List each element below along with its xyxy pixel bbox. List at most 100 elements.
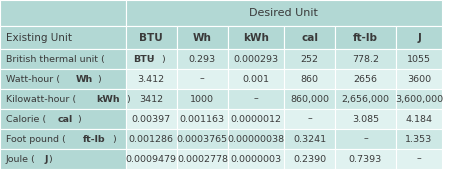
- Text: 1055: 1055: [407, 55, 431, 64]
- Bar: [335, 129, 396, 149]
- Bar: [335, 89, 396, 109]
- Bar: [396, 149, 442, 169]
- Text: 3.085: 3.085: [352, 115, 379, 124]
- Bar: [228, 89, 284, 109]
- Bar: [284, 69, 335, 89]
- Bar: [126, 109, 177, 129]
- Text: 0.000293: 0.000293: [233, 55, 279, 64]
- Text: ): ): [49, 154, 52, 163]
- Text: 4.184: 4.184: [406, 115, 432, 124]
- Bar: [177, 129, 228, 149]
- Text: 778.2: 778.2: [352, 55, 379, 64]
- Text: 0.0000003: 0.0000003: [230, 154, 282, 163]
- Text: Foot pound (: Foot pound (: [6, 135, 65, 143]
- Text: BTU: BTU: [133, 55, 155, 64]
- Text: 0.0003765: 0.0003765: [177, 135, 228, 143]
- Text: 0.2390: 0.2390: [293, 154, 326, 163]
- Text: cal: cal: [301, 33, 318, 43]
- Text: 3600: 3600: [407, 75, 431, 83]
- Text: 2,656,000: 2,656,000: [341, 94, 390, 103]
- Bar: [0, 149, 126, 169]
- Bar: [126, 89, 177, 109]
- Text: 0.293: 0.293: [189, 55, 216, 64]
- Text: kWh: kWh: [96, 94, 120, 103]
- Text: 0.00000038: 0.00000038: [228, 135, 284, 143]
- Bar: [284, 26, 335, 49]
- Bar: [228, 129, 284, 149]
- Bar: [396, 69, 442, 89]
- Text: –: –: [363, 135, 368, 143]
- Text: Kilowatt-hour (: Kilowatt-hour (: [6, 94, 76, 103]
- Bar: [396, 109, 442, 129]
- Bar: [177, 26, 228, 49]
- Bar: [284, 49, 335, 69]
- Bar: [177, 49, 228, 69]
- Text: Watt-hour (: Watt-hour (: [6, 75, 60, 83]
- Text: Desired Unit: Desired Unit: [249, 8, 319, 18]
- Bar: [126, 26, 177, 49]
- Text: –: –: [254, 94, 258, 103]
- Bar: [335, 49, 396, 69]
- Bar: [177, 109, 228, 129]
- Text: ): ): [127, 94, 130, 103]
- Text: Existing Unit: Existing Unit: [6, 33, 72, 43]
- Bar: [335, 26, 396, 49]
- Bar: [126, 129, 177, 149]
- Bar: [396, 89, 442, 109]
- Bar: [396, 129, 442, 149]
- Text: 0.3241: 0.3241: [293, 135, 326, 143]
- Text: British thermal unit (: British thermal unit (: [6, 55, 104, 64]
- Bar: [284, 149, 335, 169]
- Text: 0.0000012: 0.0000012: [230, 115, 282, 124]
- Text: Joule (: Joule (: [6, 154, 36, 163]
- Bar: [335, 109, 396, 129]
- Bar: [228, 26, 284, 49]
- Text: J: J: [44, 154, 47, 163]
- Text: Wh: Wh: [193, 33, 212, 43]
- Bar: [0, 69, 126, 89]
- Text: BTU: BTU: [139, 33, 163, 43]
- Text: ): ): [98, 75, 101, 83]
- Bar: [177, 149, 228, 169]
- Text: 0.00397: 0.00397: [132, 115, 171, 124]
- Text: 1000: 1000: [191, 94, 214, 103]
- Text: ft-lb: ft-lb: [83, 135, 105, 143]
- Text: Calorie (: Calorie (: [6, 115, 46, 124]
- Bar: [126, 149, 177, 169]
- Bar: [0, 49, 126, 69]
- Text: 860,000: 860,000: [290, 94, 329, 103]
- Text: 0.7393: 0.7393: [349, 154, 382, 163]
- Bar: [284, 89, 335, 109]
- Bar: [284, 109, 335, 129]
- Bar: [284, 129, 335, 149]
- Text: Wh: Wh: [75, 75, 92, 83]
- Bar: [396, 26, 442, 49]
- Text: 2656: 2656: [354, 75, 377, 83]
- Text: 0.001286: 0.001286: [129, 135, 173, 143]
- Bar: [126, 69, 177, 89]
- Text: ): ): [161, 55, 164, 64]
- Text: 3,600,000: 3,600,000: [395, 94, 443, 103]
- Text: ): ): [112, 135, 116, 143]
- Bar: [126, 49, 177, 69]
- Text: 0.001: 0.001: [243, 75, 269, 83]
- Text: –: –: [200, 75, 205, 83]
- Text: 3412: 3412: [139, 94, 163, 103]
- Bar: [228, 109, 284, 129]
- Bar: [177, 89, 228, 109]
- Bar: [228, 149, 284, 169]
- Text: –: –: [149, 55, 154, 64]
- Text: 1.353: 1.353: [405, 135, 433, 143]
- Text: 0.0002778: 0.0002778: [177, 154, 228, 163]
- Text: –: –: [417, 154, 421, 163]
- Text: 252: 252: [301, 55, 319, 64]
- Text: 860: 860: [301, 75, 319, 83]
- Bar: [335, 69, 396, 89]
- Text: ft-lb: ft-lb: [353, 33, 378, 43]
- Bar: [228, 49, 284, 69]
- Bar: [126, 0, 442, 26]
- Text: 0.0009479: 0.0009479: [126, 154, 177, 163]
- Bar: [228, 69, 284, 89]
- Bar: [396, 49, 442, 69]
- Bar: [0, 0, 126, 26]
